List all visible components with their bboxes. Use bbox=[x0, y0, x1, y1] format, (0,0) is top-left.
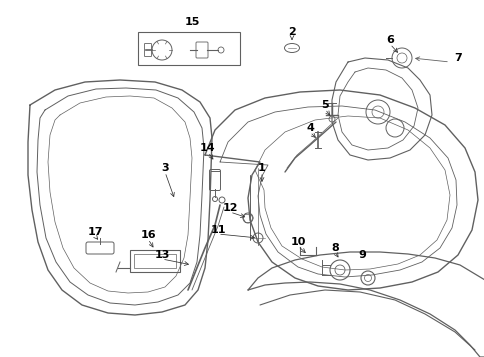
Text: 7: 7 bbox=[453, 53, 461, 63]
Text: 15: 15 bbox=[184, 17, 199, 27]
Text: 1: 1 bbox=[257, 163, 265, 173]
Text: 2: 2 bbox=[287, 27, 295, 37]
Text: 12: 12 bbox=[222, 203, 237, 213]
Text: 16: 16 bbox=[140, 230, 155, 240]
Text: 13: 13 bbox=[154, 250, 169, 260]
Text: 17: 17 bbox=[87, 227, 103, 237]
Bar bbox=[134, 254, 176, 268]
Text: 5: 5 bbox=[320, 100, 328, 110]
Text: 14: 14 bbox=[200, 143, 215, 153]
Bar bbox=[130, 250, 180, 272]
Text: 11: 11 bbox=[210, 225, 225, 235]
Text: 10: 10 bbox=[290, 237, 305, 247]
Text: 4: 4 bbox=[305, 123, 313, 133]
Bar bbox=[138, 32, 240, 65]
Text: 9: 9 bbox=[357, 250, 365, 260]
Text: 6: 6 bbox=[385, 35, 393, 45]
Text: 3: 3 bbox=[161, 163, 168, 173]
Text: 8: 8 bbox=[331, 243, 338, 253]
